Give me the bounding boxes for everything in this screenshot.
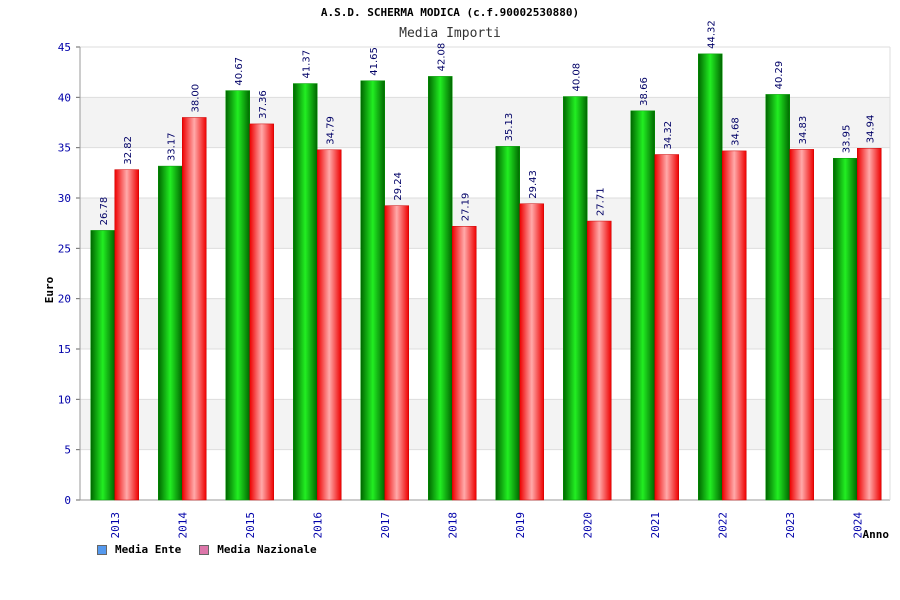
x-tick-label: 2020 xyxy=(581,512,594,539)
grid-band xyxy=(80,198,890,249)
data-label: 37.36 xyxy=(258,90,269,119)
bar-media-nazionale xyxy=(722,150,747,501)
chart-title: A.S.D. SCHERMA MODICA (c.f.90002530880) xyxy=(320,6,580,19)
legend-swatch-ente xyxy=(97,544,107,555)
y-tick-label: 30 xyxy=(58,192,71,205)
chart-subtitle: Media Importi xyxy=(399,26,501,41)
bar-media-nazionale xyxy=(249,123,274,501)
bar-media-ente xyxy=(698,53,723,501)
y-tick-label: 0 xyxy=(64,494,71,507)
data-label: 40.29 xyxy=(774,61,785,90)
x-tick-label: 2017 xyxy=(379,512,392,539)
bar-media-ente xyxy=(495,146,520,501)
data-label: 27.19 xyxy=(460,193,471,222)
bar-media-ente xyxy=(158,165,183,501)
x-tick-label: 2015 xyxy=(244,512,257,539)
legend-swatch-nazionale xyxy=(199,544,210,555)
y-tick-label: 20 xyxy=(58,293,71,306)
x-tick-label: 2024 xyxy=(851,512,864,539)
data-label: 34.68 xyxy=(730,117,741,146)
data-label: 29.43 xyxy=(528,170,539,199)
y-tick-label: 45 xyxy=(58,41,71,54)
data-label: 33.17 xyxy=(166,132,177,161)
data-label: 34.94 xyxy=(865,115,876,144)
grid-band xyxy=(80,298,890,349)
y-tick-label: 15 xyxy=(58,343,71,356)
bar-media-nazionale xyxy=(452,226,477,501)
x-tick-label: 2023 xyxy=(784,512,797,539)
grid-band xyxy=(80,97,890,148)
legend-label-nazionale: Media Nazionale xyxy=(217,543,317,556)
x-tick-label: 2019 xyxy=(514,512,527,539)
bar-media-ente xyxy=(90,230,115,501)
bar-media-ente xyxy=(765,94,790,501)
x-tick-label: 2022 xyxy=(716,512,729,539)
legend: Media Ente Media Nazionale xyxy=(97,543,317,556)
bar-media-nazionale xyxy=(587,220,612,501)
data-label: 41.65 xyxy=(369,47,380,76)
data-label: 26.78 xyxy=(99,197,110,226)
data-label: 38.66 xyxy=(639,77,650,106)
grid-band xyxy=(80,399,890,450)
data-label: 29.24 xyxy=(393,172,404,201)
legend-label-ente: Media Ente xyxy=(115,543,182,556)
bar-media-ente xyxy=(630,110,655,501)
bar-media-nazionale xyxy=(114,169,139,501)
y-tick-label: 40 xyxy=(58,91,71,104)
y-tick-label: 5 xyxy=(64,444,71,457)
data-label: 40.08 xyxy=(571,63,582,92)
bar-media-ente xyxy=(563,96,588,501)
bar-media-nazionale xyxy=(384,205,409,501)
bar-media-nazionale xyxy=(519,203,544,501)
x-tick-label: 2016 xyxy=(311,512,324,539)
data-label: 35.13 xyxy=(504,113,515,142)
x-tick-label: 2014 xyxy=(176,512,189,539)
bar-media-ente xyxy=(833,157,858,501)
data-label: 34.32 xyxy=(663,121,674,150)
data-label: 32.82 xyxy=(123,136,134,165)
x-tick-label: 2013 xyxy=(109,512,122,539)
y-tick-label: 10 xyxy=(58,393,71,406)
bar-media-nazionale xyxy=(182,117,207,501)
bar-media-ente xyxy=(360,80,385,501)
bar-media-nazionale xyxy=(654,154,679,501)
data-label: 33.95 xyxy=(841,125,852,154)
legend-item-nazionale: Media Nazionale xyxy=(199,543,317,556)
x-axis-label: Anno xyxy=(863,528,890,541)
y-axis-label: Euro xyxy=(43,276,56,303)
data-label: 34.79 xyxy=(325,116,336,145)
x-tick-label: 2018 xyxy=(446,512,459,539)
bar-media-nazionale xyxy=(857,148,882,501)
data-label: 38.00 xyxy=(190,84,201,113)
y-tick-label: 25 xyxy=(58,242,71,255)
bar-media-ente xyxy=(293,83,318,501)
data-label: 41.37 xyxy=(301,50,312,79)
x-tick-label: 2021 xyxy=(649,512,662,539)
bar-media-nazionale xyxy=(789,149,814,501)
data-label: 27.71 xyxy=(595,187,606,216)
bar-media-nazionale xyxy=(317,149,342,501)
data-label: 40.67 xyxy=(234,57,245,86)
legend-item-ente: Media Ente xyxy=(97,543,181,556)
data-label: 42.08 xyxy=(436,43,447,72)
bar-media-ente xyxy=(428,76,453,501)
bar-media-ente xyxy=(225,90,250,501)
y-tick-label: 35 xyxy=(58,142,71,155)
data-label: 34.83 xyxy=(798,116,809,145)
data-label: 44.32 xyxy=(706,20,717,49)
